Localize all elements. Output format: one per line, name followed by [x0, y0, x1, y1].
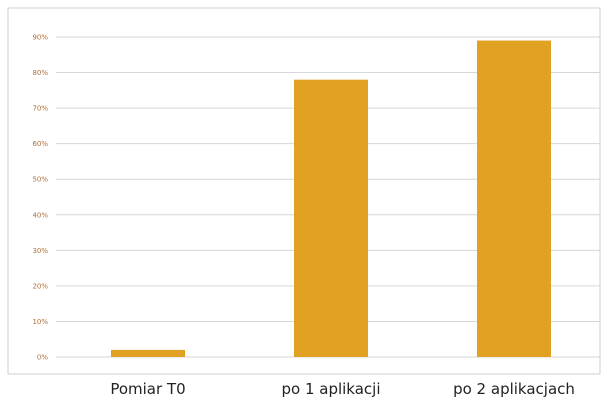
bar-2 — [294, 79, 368, 358]
y-tick-label: 90% — [32, 34, 48, 42]
y-tick-label: 70% — [32, 105, 48, 113]
bar-1 — [111, 349, 185, 357]
x-tick-label-po-2-aplikacjach: po 2 aplikacjach — [453, 380, 575, 398]
y-tick-labels: 0% 10% 20% 30% 40% 50% 60% 70% 80% 90% — [32, 34, 48, 362]
y-tick-label: 60% — [32, 140, 48, 148]
y-tick-label: 50% — [32, 176, 48, 184]
bars — [111, 40, 551, 358]
y-tick-label: 30% — [32, 247, 48, 255]
y-tick-label: 20% — [32, 282, 48, 290]
y-tick-label: 0% — [37, 354, 48, 362]
y-tick-label: 80% — [32, 69, 48, 77]
y-tick-label: 40% — [32, 211, 48, 219]
y-tick-label: 10% — [32, 318, 48, 326]
x-tick-label-po-1-aplikacji: po 1 aplikacji — [281, 380, 381, 398]
x-tick-label-pomiar-t0: Pomiar T0 — [110, 380, 186, 398]
bar-3 — [477, 40, 551, 358]
